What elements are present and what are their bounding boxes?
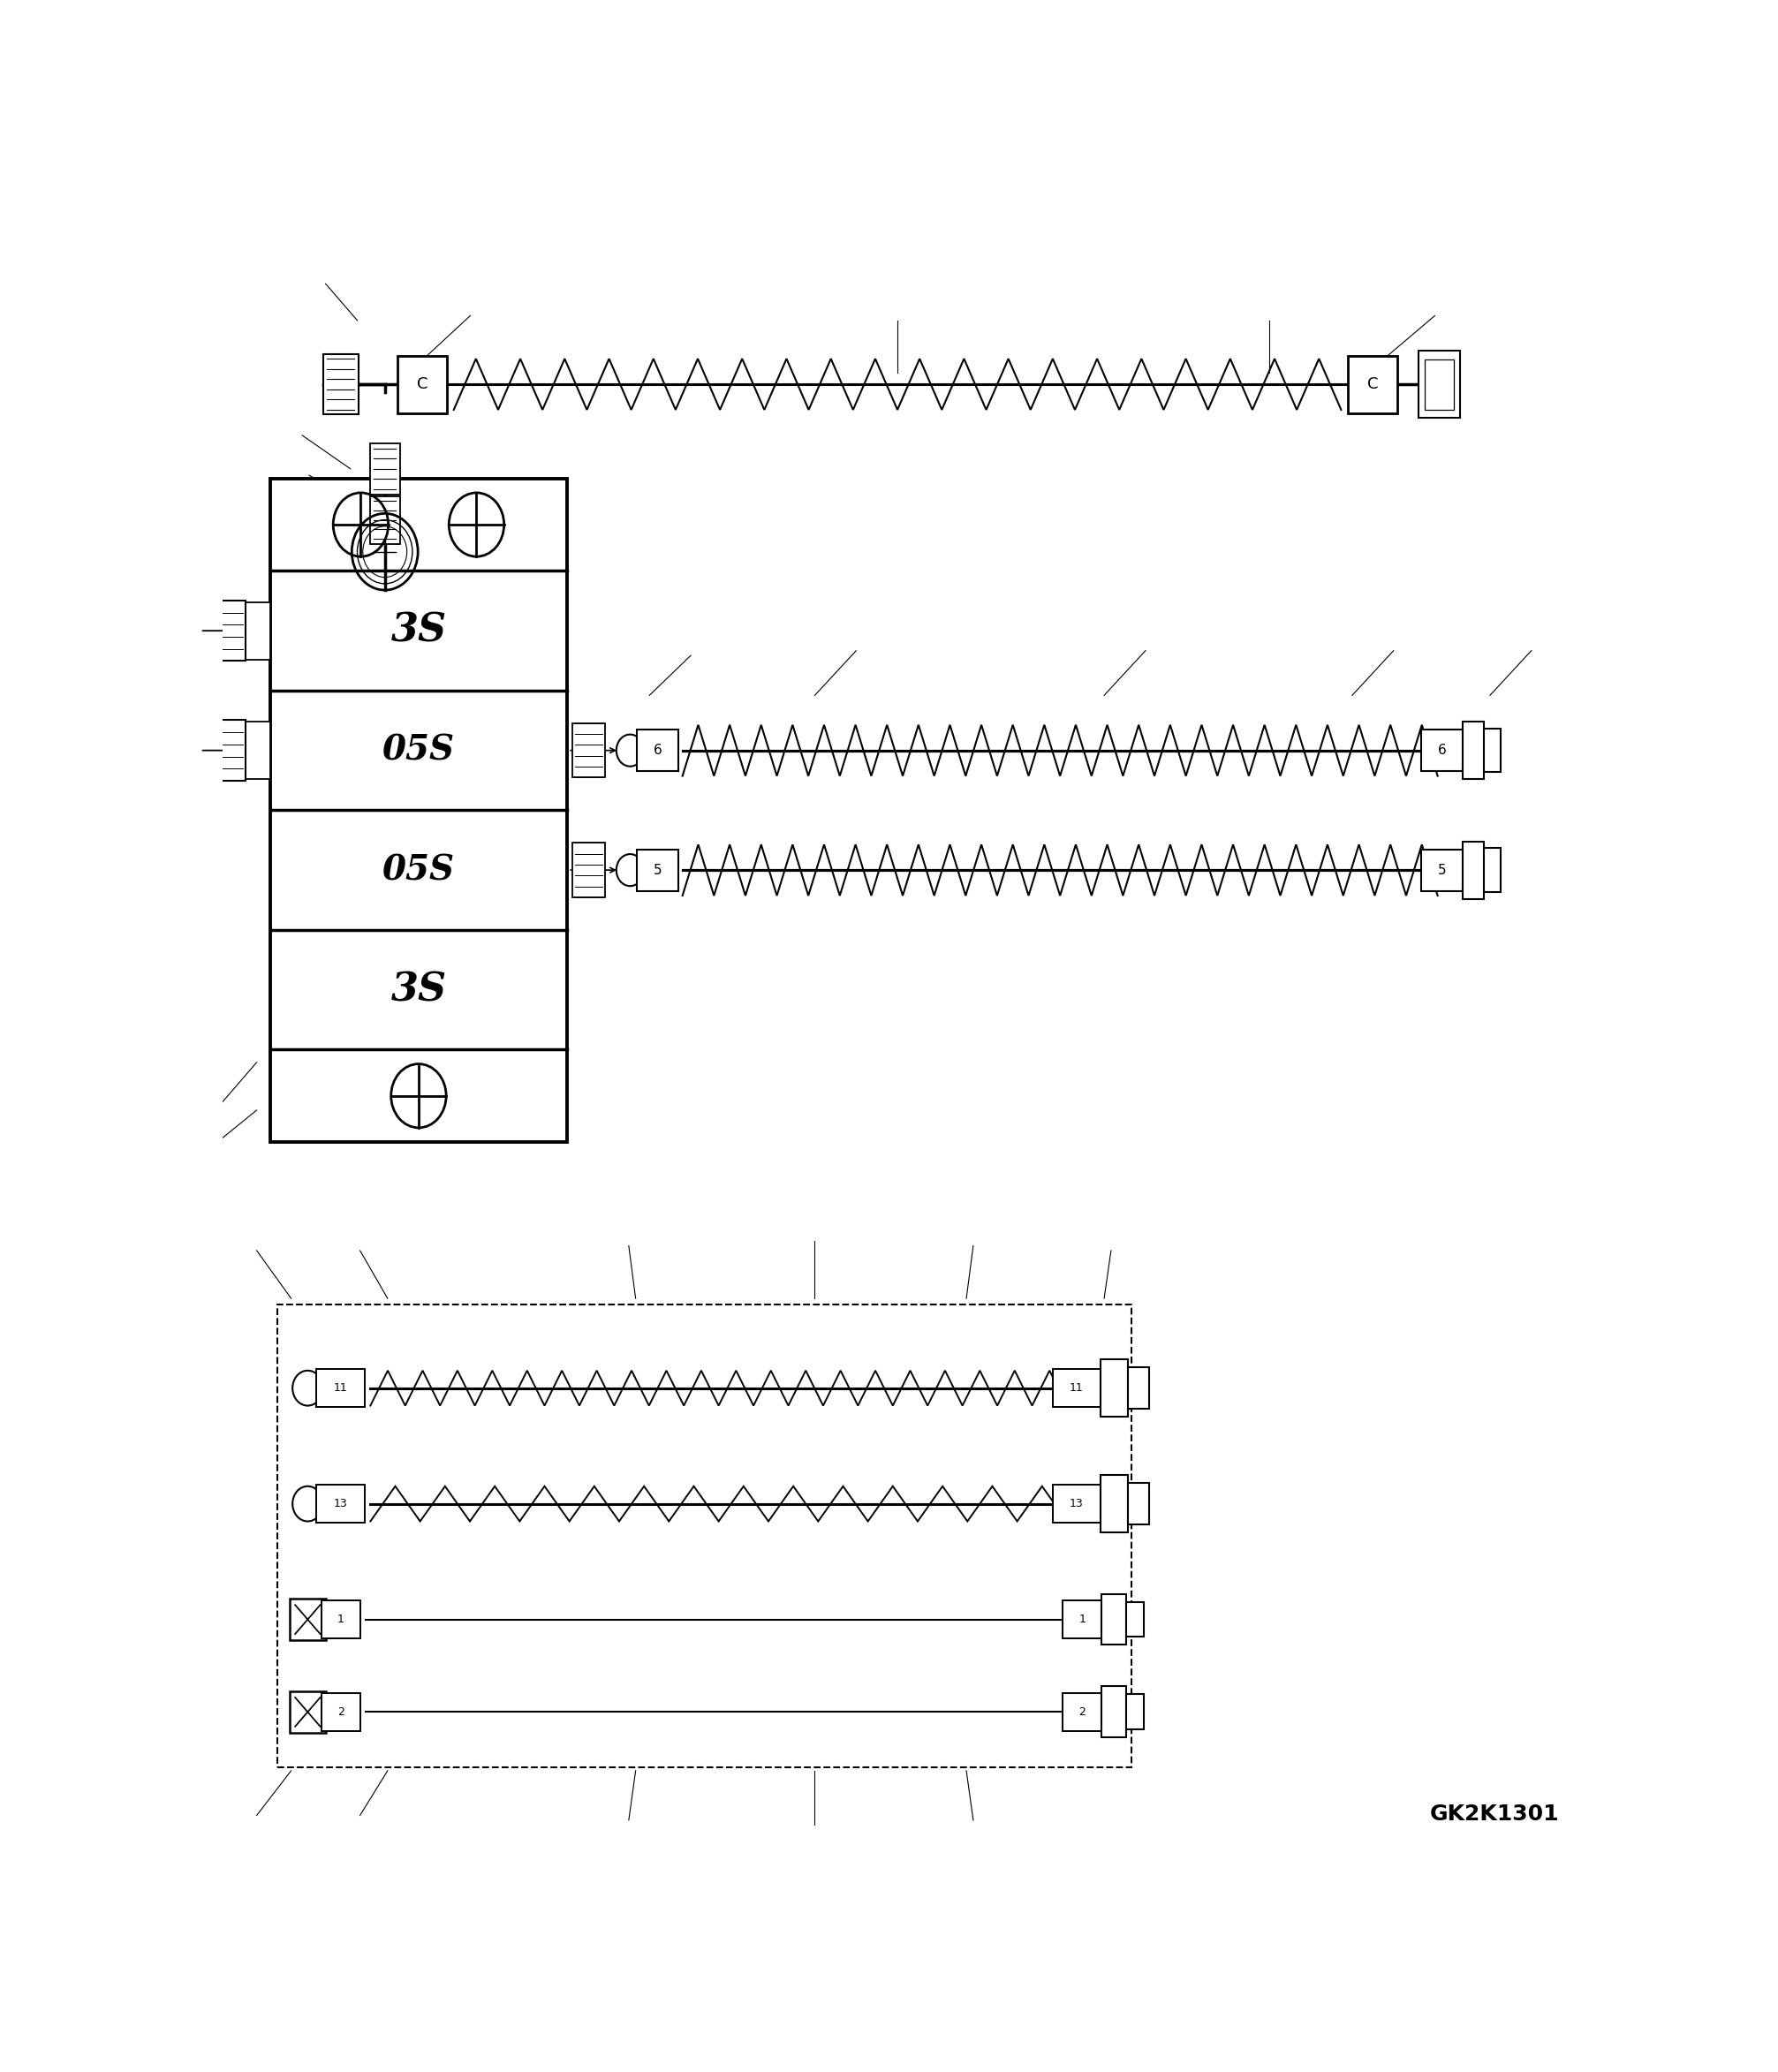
Bar: [1483, 729, 1501, 773]
Text: 11: 11: [334, 1382, 348, 1394]
Text: 6: 6: [1437, 744, 1446, 756]
Bar: [1421, 729, 1462, 771]
Text: 2: 2: [1079, 1705, 1086, 1718]
Text: 5: 5: [1437, 864, 1446, 876]
Bar: [206, 721, 245, 781]
Bar: [573, 843, 605, 897]
Bar: [1101, 1687, 1125, 1738]
Text: 13: 13: [1070, 1498, 1083, 1510]
Text: 05S: 05S: [382, 854, 455, 887]
Bar: [270, 479, 567, 1142]
Bar: [277, 1305, 1131, 1767]
Bar: [322, 1693, 359, 1730]
Bar: [290, 1691, 325, 1732]
Text: 2: 2: [338, 1705, 345, 1718]
Bar: [573, 723, 605, 777]
Text: 3S: 3S: [391, 972, 446, 1009]
Text: C: C: [1367, 377, 1378, 392]
Bar: [1053, 1370, 1101, 1407]
Text: C: C: [416, 377, 427, 392]
Bar: [316, 1486, 364, 1523]
Text: 3S: 3S: [391, 611, 446, 651]
Bar: [1348, 356, 1398, 412]
Bar: [316, 1370, 364, 1407]
Bar: [1125, 1602, 1143, 1637]
Bar: [1063, 1693, 1101, 1730]
Bar: [637, 729, 679, 771]
Bar: [370, 495, 400, 543]
Bar: [1101, 1475, 1129, 1533]
Bar: [245, 721, 270, 779]
Bar: [245, 603, 270, 659]
Text: 6: 6: [653, 744, 661, 756]
Bar: [1101, 1593, 1125, 1645]
Bar: [1053, 1486, 1101, 1523]
Bar: [1462, 841, 1483, 899]
Bar: [324, 354, 359, 414]
Bar: [637, 850, 679, 891]
Bar: [1421, 850, 1462, 891]
Text: GK2K1301: GK2K1301: [1430, 1805, 1559, 1825]
Text: 05S: 05S: [382, 733, 455, 767]
Text: 1: 1: [338, 1614, 345, 1624]
Bar: [1101, 1359, 1129, 1417]
Bar: [290, 1600, 325, 1641]
Text: 13: 13: [334, 1498, 348, 1510]
Bar: [1125, 1695, 1143, 1730]
Bar: [1129, 1484, 1149, 1525]
Bar: [370, 443, 400, 495]
Bar: [396, 356, 446, 412]
Bar: [1424, 358, 1453, 410]
Bar: [206, 601, 245, 661]
Bar: [1483, 847, 1501, 891]
Bar: [1462, 721, 1483, 779]
Text: 5: 5: [654, 864, 661, 876]
Text: 1: 1: [1079, 1614, 1086, 1624]
Bar: [1419, 350, 1460, 419]
Text: 11: 11: [1070, 1382, 1083, 1394]
Bar: [1129, 1368, 1149, 1409]
Bar: [1063, 1600, 1101, 1639]
Bar: [322, 1600, 359, 1639]
